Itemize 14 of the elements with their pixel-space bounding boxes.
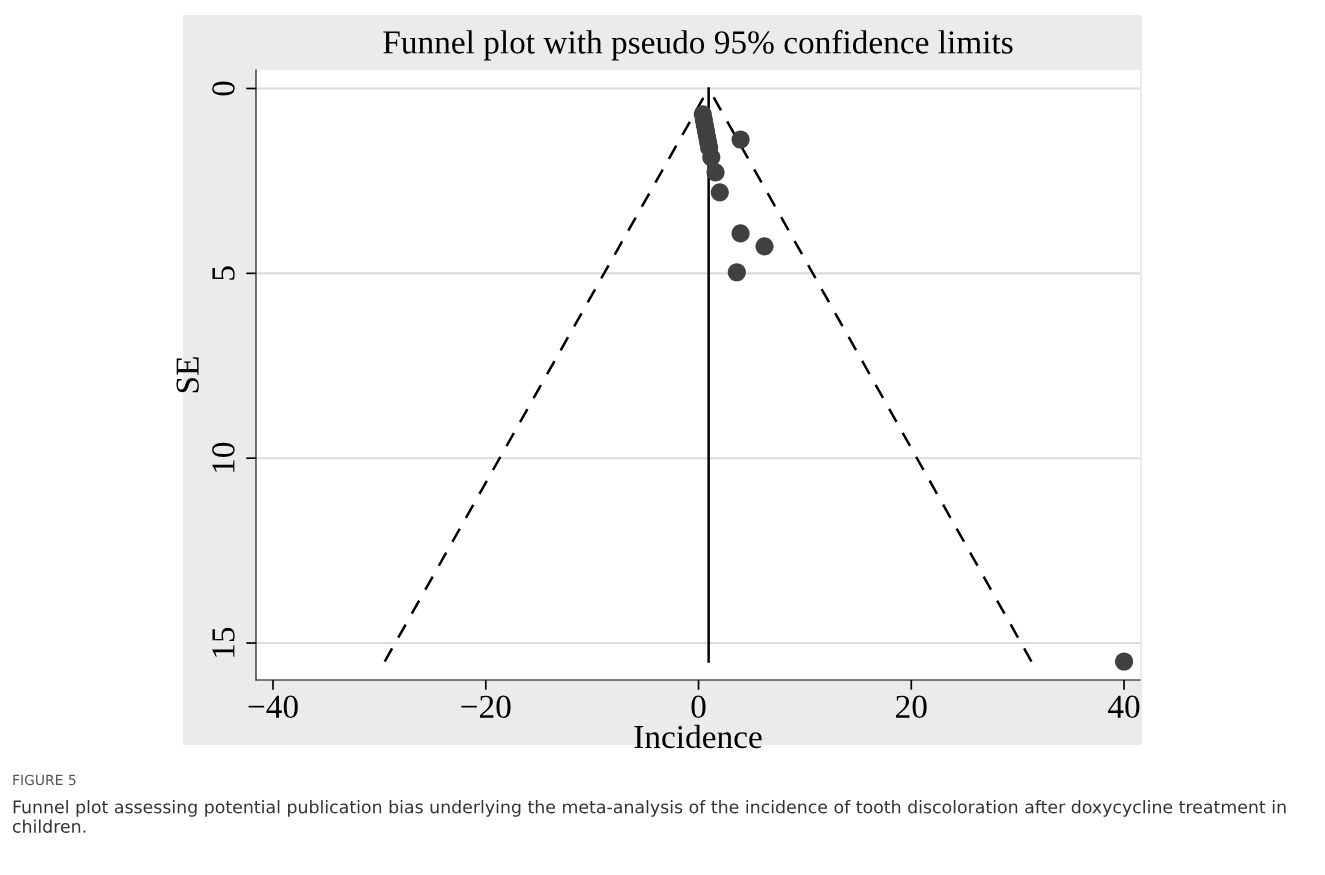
x-tick-label: −20 [461, 695, 511, 719]
text: Funnel plot assessing potential publication bias underlying the meta-analysis of the incidence of tooth discoloration after doxycycline treatment in children. [12, 800, 1286, 833]
caption: FIGURE 5 [13, 774, 76, 786]
chart-title: Funnel plot with pseudo 95% confidence limits [383, 29, 1013, 61]
x-tick-label: −40 [248, 695, 298, 719]
x-tick-label: 20 [896, 695, 927, 719]
y-tick-label: 0 [212, 81, 235, 96]
y-tick-label: 10 [212, 442, 235, 472]
x-tick-label: 0 [691, 695, 706, 719]
x-axis-title: Incidence [634, 724, 762, 749]
x-tick-label: 40 [1108, 695, 1140, 719]
y-tick-label: 15 [212, 627, 235, 657]
y-axis-title: SE [176, 357, 199, 393]
y-tick-label: 5 [212, 266, 235, 280]
